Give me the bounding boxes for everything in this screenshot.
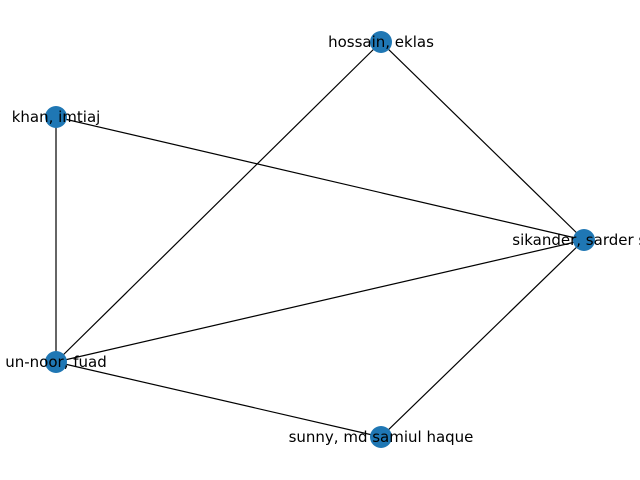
node-sikander — [573, 229, 595, 251]
node-fuad — [45, 351, 67, 373]
edge-hossain-sikander — [380, 41, 585, 241]
node-label-fuad: un-noor, fuad — [5, 353, 107, 371]
node-label-sikander: sikander, sarder sh — [512, 231, 640, 249]
edges-layer — [55, 41, 585, 438]
node-label-sunny: sunny, md samiul haque — [289, 428, 474, 446]
edge-fuad-sikander — [55, 239, 585, 363]
node-sunny — [370, 426, 392, 448]
node-hossain — [370, 31, 392, 53]
edge-hossain-fuad — [55, 41, 382, 363]
node-khan — [45, 106, 67, 128]
edge-sunny-sikander — [380, 239, 585, 438]
labels-layer: hossain, eklas khan, imtiaj sikander, sard… — [5, 33, 640, 446]
node-label-khan: khan, imtiaj — [12, 108, 101, 126]
edge-fuad-sunny — [55, 361, 382, 438]
edge-khan-sikander — [55, 116, 585, 241]
nodes-layer — [45, 31, 595, 448]
node-label-hossain: hossain, eklas — [328, 33, 434, 51]
